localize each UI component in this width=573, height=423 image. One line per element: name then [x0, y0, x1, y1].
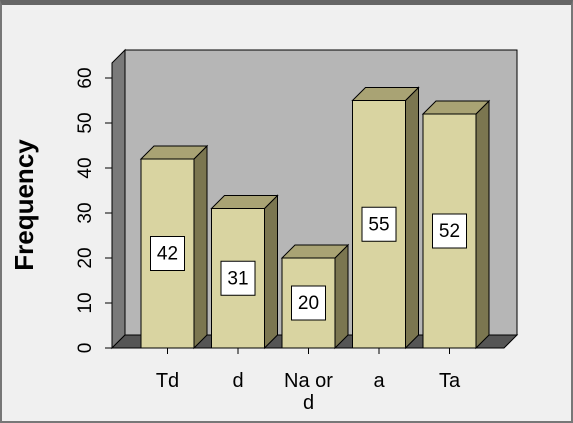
value-label-box: [220, 260, 256, 296]
plot: Frequency 0 10 20 30 40 50 60 42 31 20 55 52: [9, 48, 519, 354]
bar-side: [264, 194, 278, 350]
value-label-box: [291, 285, 326, 321]
x-tick-label: d: [232, 370, 244, 392]
value-label-box: [361, 206, 397, 242]
y-tick-label: 10: [75, 292, 96, 313]
left-wall: [111, 48, 126, 350]
x-tick-label: Ta: [438, 370, 461, 392]
y-tick-label: 40: [75, 157, 96, 178]
bar-side: [405, 86, 419, 350]
value-label: 20: [298, 293, 319, 314]
value-label-box: [432, 213, 467, 249]
y-tick-label: 30: [75, 202, 96, 223]
y-tick-label: 0: [75, 343, 96, 354]
y-tick-label: 60: [75, 67, 96, 88]
bar-side: [193, 144, 208, 350]
x-tick-label: Na or d: [284, 370, 333, 414]
y-tick-label: 20: [75, 247, 96, 268]
value-label: 31: [227, 268, 248, 289]
y-axis-label: Frequency: [9, 139, 39, 271]
value-label: 42: [157, 244, 178, 265]
y-tick-label: 50: [75, 112, 96, 133]
value-label: 52: [439, 221, 460, 242]
bar-side: [475, 99, 490, 350]
value-label: 55: [368, 214, 389, 235]
x-tick-label: a: [373, 370, 385, 392]
bar-side: [334, 243, 349, 350]
x-tick-label: Td: [155, 370, 180, 392]
value-label-box: [150, 236, 185, 271]
